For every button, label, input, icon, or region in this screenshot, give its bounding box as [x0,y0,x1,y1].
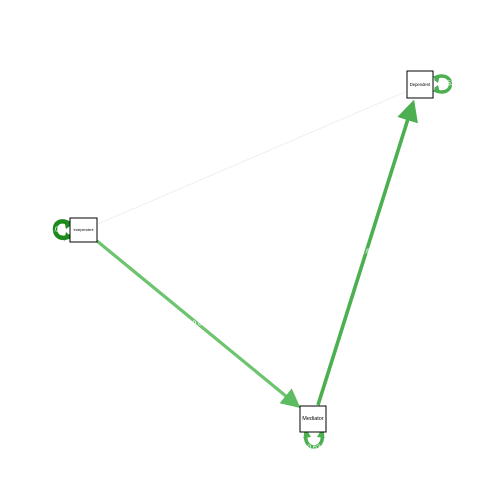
edge-label-mediator-dependent: 0.69 [360,249,374,256]
variance-loop-dependent: 0.53 [433,74,455,94]
node-label-mediator: Mediator [302,416,324,422]
edge-independent-dependent [97,91,406,225]
variance-label-dependent: 0.53 [441,81,455,88]
node-label-dependent: Dependent [410,82,431,87]
variance-label-mediator: 0.63 [307,445,321,452]
variance-loop-mediator: 0.63 [303,431,325,452]
node-mediator: Mediator [299,405,327,433]
variance-label-independent: 1.00 [49,227,63,234]
node-label-independent: Independent [74,228,94,232]
node-dependent: Dependent [406,70,434,99]
edge-independent-mediator [95,239,301,409]
node-independent: Independent [69,217,98,243]
edge-label-independent-mediator: 0.61 [192,321,206,328]
edge-mediator-dependent [316,99,418,406]
variance-loop-independent: 1.00 [49,219,72,241]
